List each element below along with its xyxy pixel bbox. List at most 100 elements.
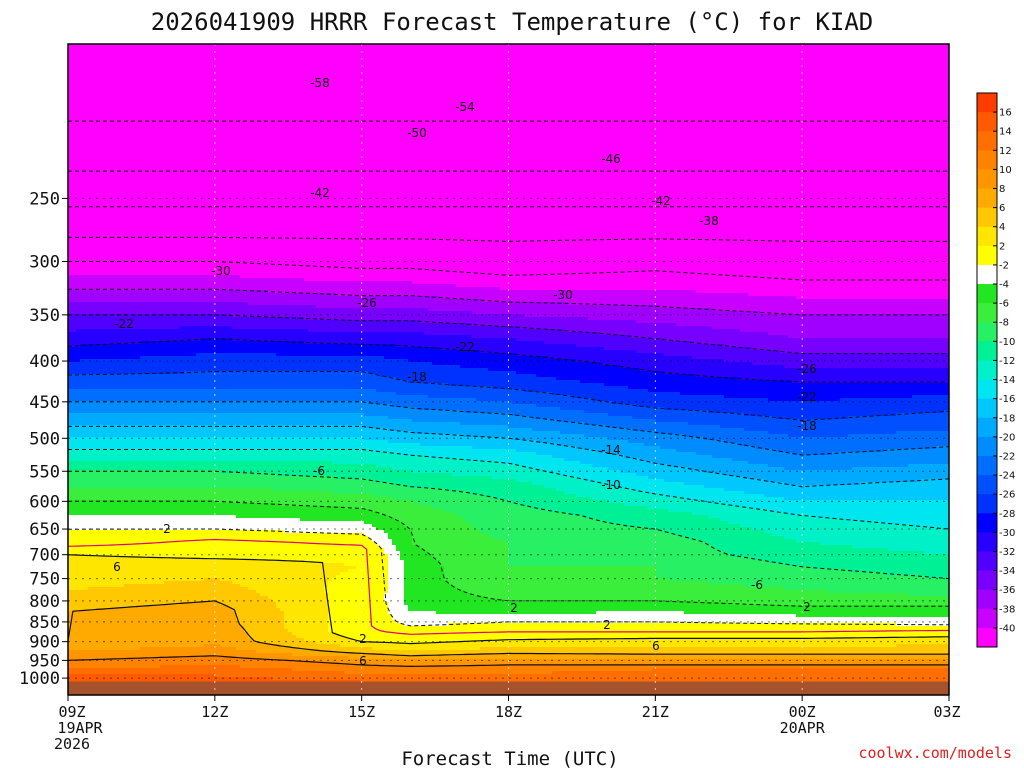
temperature-cell [232, 47, 237, 51]
temperature-cell [600, 47, 605, 51]
temperature-cell [608, 53, 613, 57]
temperature-cell [300, 50, 305, 54]
temperature-cell [772, 53, 777, 57]
temperature-cell [116, 47, 121, 51]
temperature-cell [248, 56, 253, 60]
temperature-cell [432, 47, 437, 51]
temperature-cell [80, 50, 85, 54]
temperature-cell [872, 53, 877, 57]
temperature-cell [744, 50, 749, 54]
temperature-cell [260, 47, 265, 51]
temperature-cell [888, 53, 893, 57]
temperature-cell [824, 53, 829, 57]
temperature-cell [628, 47, 633, 51]
temperature-cell [588, 50, 593, 54]
temperature-cell [384, 47, 389, 51]
temperature-cell [580, 50, 585, 54]
temperature-cell [512, 50, 517, 54]
temperature-cell [880, 53, 885, 57]
temperature-cell [868, 53, 873, 57]
temperature-cell [864, 47, 869, 51]
temperature-cell [532, 53, 537, 57]
temperature-cell [588, 53, 593, 57]
temperature-cell [728, 50, 733, 54]
temperature-cell [552, 47, 557, 51]
temperature-cell [112, 53, 117, 57]
temperature-cell [364, 53, 369, 57]
temperature-cell [924, 50, 929, 54]
temperature-cell [944, 47, 949, 51]
temperature-cell [624, 50, 629, 54]
temperature-cell [356, 47, 361, 51]
temperature-cell [532, 47, 537, 51]
temperature-cell [876, 50, 881, 54]
temperature-cell [240, 50, 245, 54]
temperature-cell [508, 47, 513, 51]
temperature-cell [596, 47, 601, 51]
temperature-cell [716, 47, 721, 51]
temperature-cell [800, 47, 805, 51]
temperature-cell [224, 53, 229, 57]
temperature-cell [160, 53, 165, 57]
temperature-cell [84, 56, 89, 60]
temperature-cell [200, 47, 205, 51]
temperature-cell [544, 53, 549, 57]
temperature-cell [92, 47, 97, 51]
temperature-cell [124, 50, 129, 54]
temperature-cell [520, 53, 525, 57]
temperature-cell [580, 53, 585, 57]
temperature-cell [420, 50, 425, 54]
temperature-cell [164, 47, 169, 51]
temperature-cell [296, 53, 301, 57]
temperature-cell [300, 53, 305, 57]
temperature-cell [156, 47, 161, 51]
temperature-cell [124, 53, 129, 57]
temperature-cell [464, 53, 469, 57]
temperature-cell [88, 50, 93, 54]
temperature-cell [920, 53, 925, 57]
temperature-cell [916, 50, 921, 54]
temperature-cell [880, 47, 885, 51]
temperature-cell [488, 47, 493, 51]
temperature-cell [612, 53, 617, 57]
temperature-cell [820, 47, 825, 51]
temperature-cell [788, 47, 793, 51]
temperature-cell [204, 53, 209, 57]
temperature-cell [408, 47, 413, 51]
temperature-cell [404, 50, 409, 54]
temperature-cell [268, 50, 273, 54]
temperature-cell [492, 47, 497, 51]
temperature-cell [136, 56, 141, 60]
temperature-cell [252, 53, 257, 57]
temperature-cell [724, 53, 729, 57]
temperature-cell [208, 50, 213, 54]
temperature-cell [280, 56, 285, 60]
temperature-cell [696, 50, 701, 54]
temperature-cell [228, 53, 233, 57]
temperature-cell [572, 53, 577, 57]
temperature-cell [676, 53, 681, 57]
temperature-cell [768, 53, 773, 57]
temperature-cell [536, 47, 541, 51]
temperature-cell [436, 53, 441, 57]
temperature-cell [452, 50, 457, 54]
temperature-cell [88, 47, 93, 51]
forecast-chart: 2026041909 HRRR Forecast Temperature (°C… [0, 0, 1024, 768]
temperature-cell [296, 50, 301, 54]
temperature-cell [820, 50, 825, 54]
temperature-cell [812, 50, 817, 54]
temperature-cell [796, 50, 801, 54]
temperature-cell [72, 47, 77, 51]
temperature-cell [156, 50, 161, 54]
temperature-cell [632, 53, 637, 57]
temperature-cell [456, 47, 461, 51]
temperature-cell [924, 47, 929, 51]
temperature-cell [136, 50, 141, 54]
temperature-cell [360, 47, 365, 51]
temperature-cell [264, 53, 269, 57]
temperature-cell [472, 47, 477, 51]
temperature-cell [272, 50, 277, 54]
temperature-cell [804, 47, 809, 51]
temperature-cell [840, 50, 845, 54]
temperature-cell [312, 50, 317, 54]
